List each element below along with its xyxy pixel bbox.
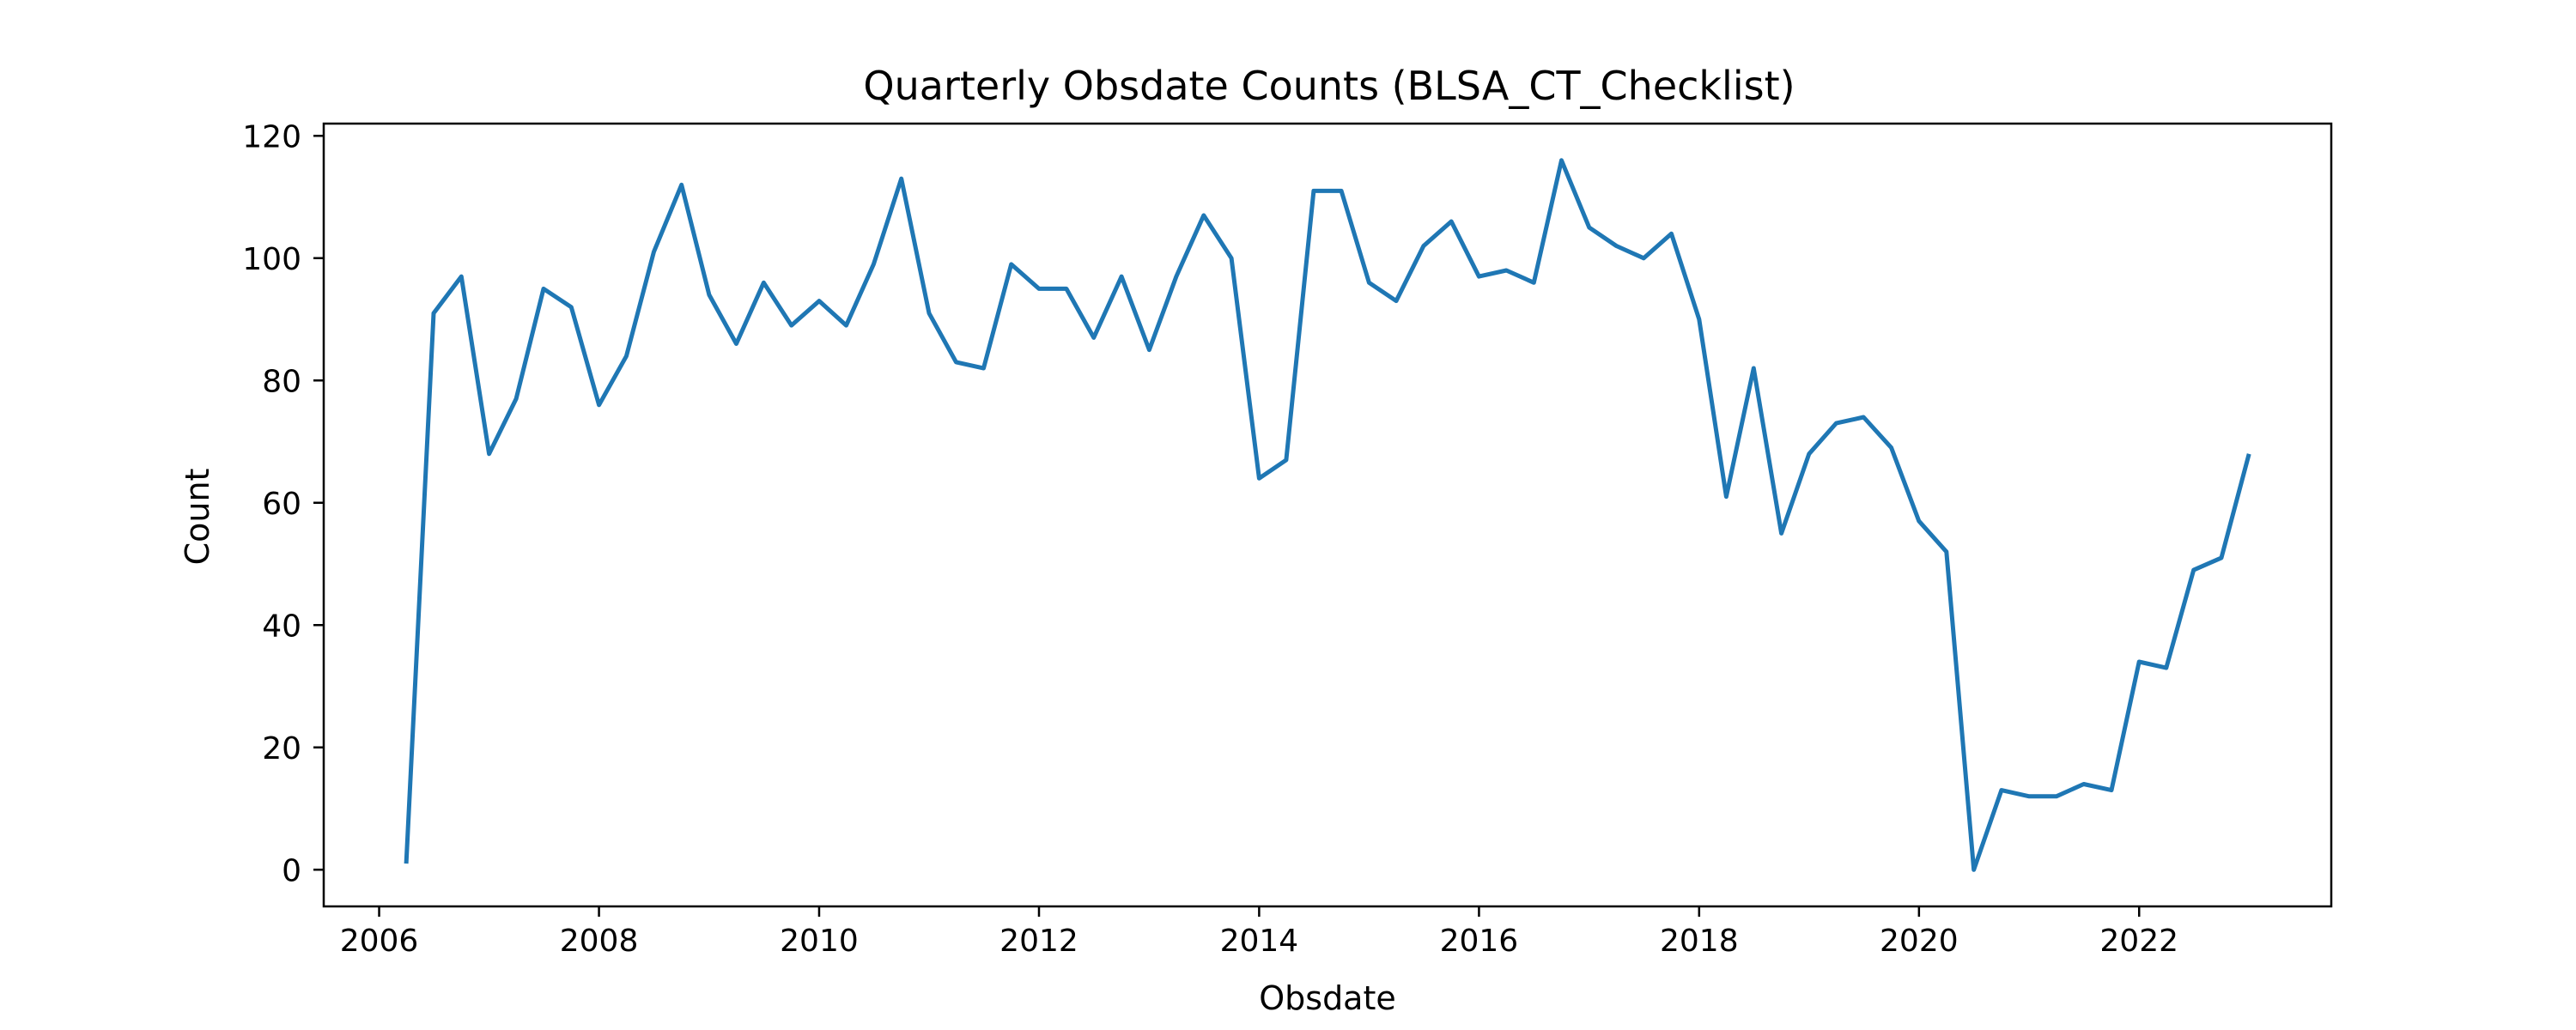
y-axis-label: Count [179, 469, 216, 566]
x-axis-label: Obsdate [1259, 979, 1396, 1017]
y-tick-label: 120 [242, 119, 301, 154]
x-tick-label: 2006 [340, 924, 419, 959]
x-tick-label: 2020 [1880, 924, 1959, 959]
y-tick-label: 40 [262, 609, 301, 644]
x-tick-label: 2012 [999, 924, 1078, 959]
y-tick-label: 100 [242, 242, 301, 277]
y-tick-label: 0 [282, 853, 301, 888]
y-tick-label: 20 [262, 731, 301, 766]
x-axis: 2006 2008 2010 2012 2014 2016 2018 2020 2022 [340, 906, 2178, 959]
series-line [404, 158, 2251, 872]
y-axis: 0 20 40 60 80 100 120 [242, 119, 324, 888]
x-tick-label: 2016 [1440, 924, 1519, 959]
x-tick-label: 2010 [780, 924, 859, 959]
chart-title: Quarterly Obsdate Counts (BLSA_CT_Checkl… [863, 63, 1795, 109]
x-tick-label: 2008 [560, 924, 639, 959]
plot-area-frame [322, 122, 2333, 908]
x-tick-label: 2018 [1660, 924, 1739, 959]
y-tick-label: 60 [262, 487, 301, 522]
x-tick-label: 2022 [2099, 924, 2178, 959]
x-tick-label: 2014 [1220, 924, 1299, 959]
y-tick-label: 80 [262, 364, 301, 399]
